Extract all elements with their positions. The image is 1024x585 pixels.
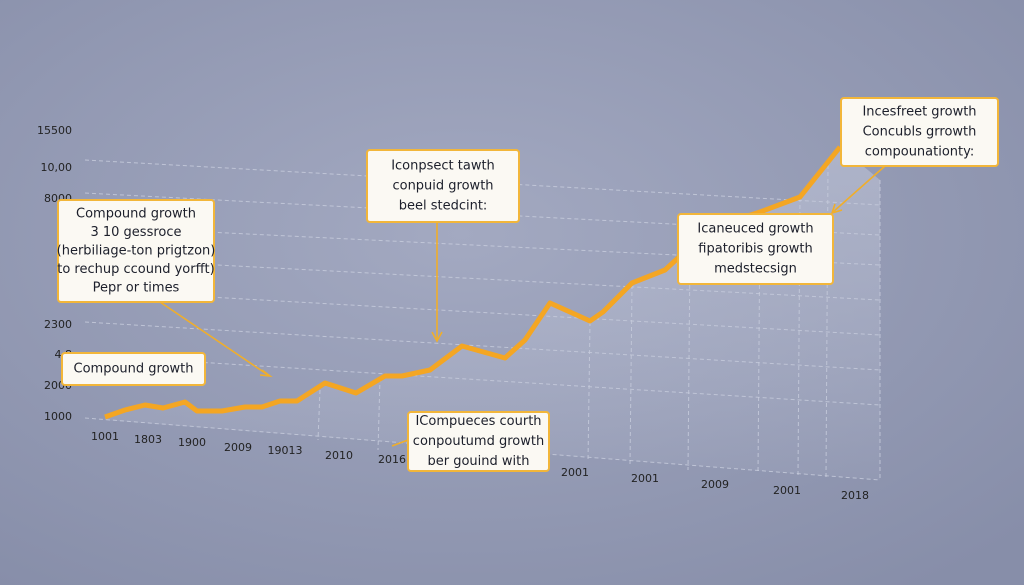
callout: ICompueces courth conpoutumd growth ber go… — [407, 411, 550, 472]
callout-box — [840, 97, 999, 167]
callout-text: Concubls grrowth — [863, 125, 977, 140]
x-label: 1900 — [178, 436, 206, 449]
callout-box — [61, 352, 206, 386]
arrow-head — [830, 203, 843, 215]
callout-text: medstecsign — [714, 262, 797, 277]
x-axis: 1001 1803 1900 2009 19013 2010 2016 2001 2001 200… — [91, 430, 869, 502]
x-label: 1001 — [91, 430, 119, 443]
x-label: 2001 — [631, 472, 659, 485]
x-label: 2009 — [701, 478, 729, 491]
callout-text: fipatoribis growth — [698, 242, 812, 257]
x-label: 2016 — [378, 453, 406, 466]
callout-text: Compound growth — [76, 207, 196, 222]
arrow-head — [431, 331, 443, 343]
callout-text: Pepr or times — [93, 281, 180, 296]
callout: Iconpsect tawth conpuid growth beel stedci… — [366, 149, 520, 223]
callout: Compound growth — [61, 352, 206, 386]
x-label: 2001 — [773, 484, 801, 497]
growth-line — [104, 145, 842, 420]
arrow-head — [259, 369, 273, 378]
callout: Incesfreet growth Concubls grrowth compoun… — [840, 97, 999, 167]
callout-text: Iconpsect tawth — [391, 159, 495, 174]
arrow — [391, 439, 409, 447]
callout: Compound growth 3 10 gessroce (herbiliage-… — [57, 199, 216, 303]
callout-text: conpoutumd growth — [413, 434, 544, 449]
callout-box — [57, 199, 215, 303]
x-label: 19013 — [268, 444, 303, 457]
x-label: 2009 — [224, 441, 252, 454]
callouts: Compound growth 3 10 gessroce (herbiliage-… — [57, 97, 999, 472]
y-label: 15500 — [37, 124, 72, 137]
arrow — [832, 165, 886, 213]
callout-text: Incesfreet growth — [862, 105, 976, 120]
callout-text: 3 10 gessroce — [90, 225, 181, 240]
callout-box — [407, 411, 550, 472]
callout: Icaneuced growth fipatoribis growth medste… — [677, 213, 834, 285]
callout-text: conpuid growth — [392, 179, 493, 194]
callout-text: compounationty: — [865, 145, 975, 160]
callout-box — [677, 213, 834, 285]
x-label: 2018 — [841, 489, 869, 502]
arrow — [159, 301, 269, 376]
callout-text: to rechup ccound yorfft) — [57, 262, 214, 277]
callout-text: Icaneuced growth — [697, 222, 813, 237]
callout-text: (herbiliage-ton prigtzon) — [57, 244, 216, 259]
callout-text: ICompueces courth — [415, 414, 541, 429]
y-label: 10,00 — [41, 161, 73, 174]
callout-text: Compound growth — [74, 362, 194, 377]
x-label: 1803 — [134, 433, 162, 446]
x-label: 2010 — [325, 449, 353, 462]
callout-text: ber gouind with — [428, 454, 530, 469]
callout-text: beel stedcint: — [399, 199, 488, 214]
area — [105, 147, 880, 480]
callout-box — [366, 149, 520, 223]
arrows — [159, 165, 886, 447]
y-label: 1000 — [44, 410, 72, 423]
y-label: 2300 — [44, 318, 72, 331]
x-label: 2001 — [561, 466, 589, 479]
